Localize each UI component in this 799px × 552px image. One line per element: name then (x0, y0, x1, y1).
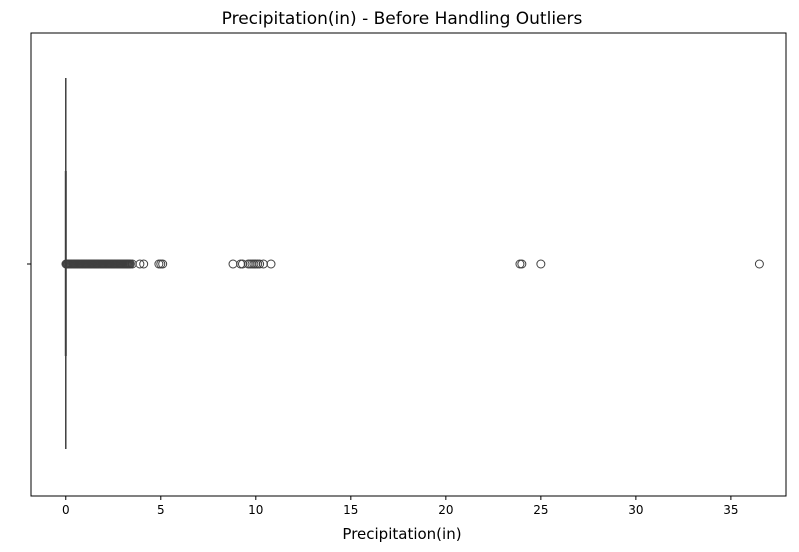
outlier-point (228, 259, 238, 269)
outlier-point (754, 259, 764, 269)
outlier-point (236, 259, 246, 269)
x-tick-label: 30 (628, 503, 643, 517)
x-axis-label: Precipitation(in) (342, 525, 461, 543)
x-tick-label: 15 (343, 503, 358, 517)
outlier-point (158, 259, 168, 269)
outlier-point (515, 259, 525, 269)
chart-title: Precipitation(in) - Before Handling Outl… (222, 9, 583, 29)
outlier-point (517, 259, 527, 269)
plot-area (30, 32, 787, 497)
x-tick-label: 5 (157, 503, 165, 517)
outlier-point (266, 259, 276, 269)
x-tick-label: 25 (533, 503, 548, 517)
x-tick-label: 10 (248, 503, 263, 517)
outlier-point (139, 259, 149, 269)
x-tick-label: 35 (723, 503, 738, 517)
outlier-point (156, 259, 166, 269)
outlier-point (255, 259, 265, 269)
x-axis-ticks: 0 5 10 15 20 25 30 35 (27, 263, 739, 517)
x-tick-label: 0 (62, 503, 70, 517)
x-tick-label: 20 (438, 503, 453, 517)
outlier-point (536, 259, 546, 269)
outlier-point (135, 259, 145, 269)
